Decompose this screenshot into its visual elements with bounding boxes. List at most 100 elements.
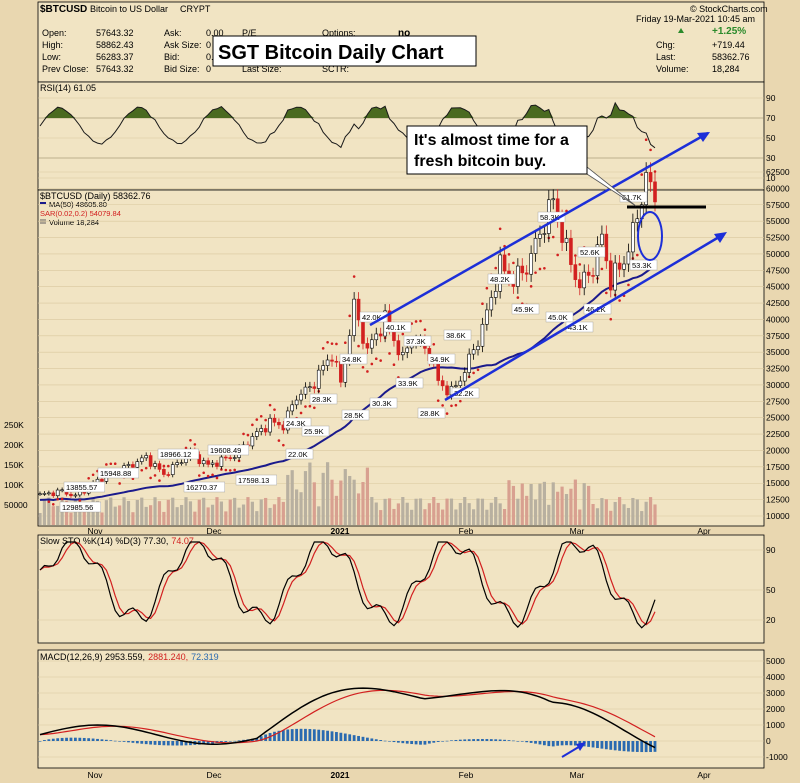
macd-hist-bar [321, 730, 325, 741]
mid-stat-label: Ask: [164, 28, 182, 38]
macd-hist-bar [295, 728, 299, 741]
volume-bar [578, 509, 582, 525]
price-label-box [403, 335, 432, 347]
volume-bar [339, 480, 343, 525]
price-label-box [577, 246, 606, 258]
volume-bar [463, 497, 467, 525]
sar-dot [348, 314, 352, 318]
price-label: 32.2K [454, 389, 474, 398]
macd-hist-bar [127, 741, 130, 743]
price-label-box [97, 467, 139, 479]
volume-bar [356, 493, 361, 525]
price-label: 42.0K [362, 313, 382, 322]
candle-body [374, 333, 379, 341]
sto-title-prefix: Slow STO %K(14) %D(3) 77.30, [40, 536, 168, 546]
price-label: 22.0K [288, 450, 308, 459]
sar-dot [640, 173, 644, 176]
macd-hist-bar [237, 740, 241, 741]
candle-body [290, 404, 294, 412]
volume-bar [312, 482, 316, 525]
macd-hist-bar [587, 741, 591, 747]
macd-hist-bar [113, 740, 117, 742]
volume-bar [405, 502, 409, 525]
sar-dot [153, 474, 157, 477]
sar-dot [220, 468, 223, 471]
macd-hist-bar [255, 738, 259, 741]
volume-bar [51, 506, 55, 525]
volume-bar [582, 483, 586, 525]
price-label: 30.3K [372, 399, 392, 408]
price-label-box [283, 417, 312, 429]
price-grid [38, 171, 764, 517]
macd-hist-bar [308, 729, 312, 741]
rsi-axis: 10 30 50 70 90 [766, 93, 776, 183]
macd-hist-bar [326, 730, 329, 741]
candle-body [617, 262, 622, 270]
sar-dot [529, 285, 533, 288]
sar-dot [109, 462, 113, 466]
candle-body [316, 369, 321, 389]
volume-bar [118, 505, 122, 525]
candle-body [582, 271, 587, 289]
price-tick-label: 47500 [766, 265, 790, 275]
price-tick-label: 37500 [766, 331, 790, 341]
sto-k-line [39, 541, 656, 629]
candle-body [529, 253, 533, 275]
sar-dot [268, 403, 272, 407]
macd-hist-bar [135, 741, 139, 744]
macd-hist-bar [330, 731, 334, 741]
price-tick-label: 40000 [766, 314, 790, 324]
sar-dot [543, 266, 546, 270]
volume-bar [396, 503, 400, 525]
volume-bar [47, 497, 51, 525]
volume-bar [56, 505, 60, 525]
volume-bar [365, 467, 370, 525]
sar-dot [605, 291, 608, 295]
candle-body [148, 455, 153, 467]
price-label-box [427, 353, 456, 365]
price-tick-label: 17500 [766, 462, 790, 472]
macd-hist-bar [82, 737, 86, 741]
price-label: 28.5K [344, 411, 364, 420]
macd-hist-bar [370, 738, 374, 741]
candle-body [604, 233, 609, 262]
macd-tick-label: 3000 [766, 688, 785, 698]
macd-hist-bar [613, 741, 617, 751]
volume-bar [538, 483, 542, 525]
macd-hist-bar [259, 736, 263, 741]
price-tick-label: 60000 [766, 183, 790, 193]
volume-bar [157, 501, 162, 525]
volume-bar [489, 502, 493, 525]
macd-hist-bar [618, 741, 622, 751]
price-tick-label: 20000 [766, 445, 790, 455]
sar-dot [162, 464, 166, 468]
macd-hist-bar [591, 741, 595, 748]
sar-dot [167, 464, 170, 468]
price-label: 45.0K [548, 313, 568, 322]
mid-stat-label: Bid: [164, 52, 180, 62]
macd-hist-bar [627, 741, 630, 752]
volume-bar [361, 482, 365, 525]
price-tick-label: 12500 [766, 495, 790, 505]
sto-axis: 20 50 90 [766, 545, 776, 625]
volume-bar [281, 501, 285, 525]
macd-hist-bar [131, 741, 135, 743]
sar-dot [197, 474, 201, 477]
volume-bar [317, 506, 321, 525]
macd-hist-bar [299, 728, 303, 741]
macd-hist-bar [366, 737, 369, 741]
candle-body [73, 494, 78, 497]
sar-dot [374, 357, 378, 360]
volume-bar [246, 497, 250, 525]
macd-hist-bar [485, 739, 489, 741]
sar-dot [246, 433, 250, 437]
price-label-box [207, 444, 249, 456]
volume-bar [233, 497, 237, 525]
candle-body [299, 393, 303, 401]
volume-bar [436, 502, 440, 525]
macd-x-label: Feb [459, 770, 474, 780]
price-label-box [309, 393, 338, 405]
macd-hist-bar [432, 741, 436, 743]
macd-hist-bar [600, 741, 604, 749]
volume-bar [352, 479, 356, 525]
